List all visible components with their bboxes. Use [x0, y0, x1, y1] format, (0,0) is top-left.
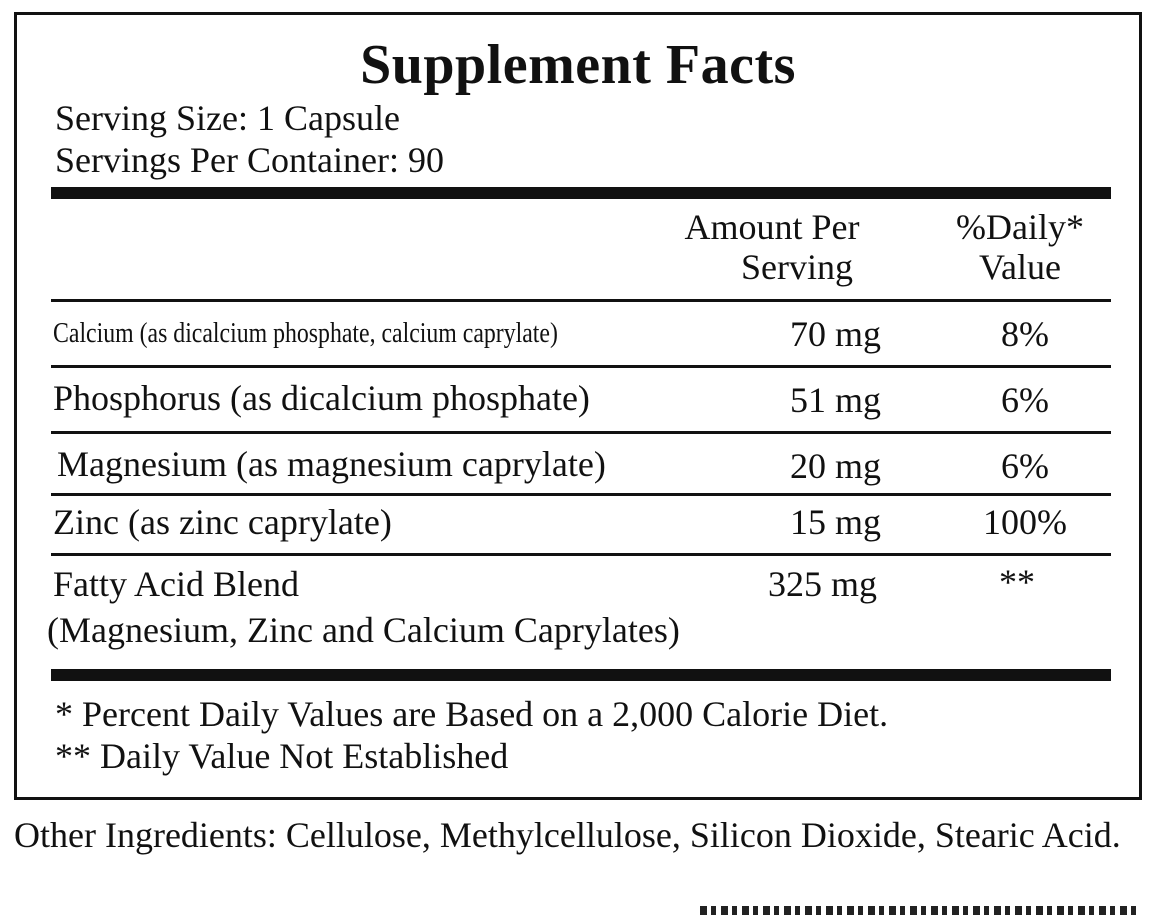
divider — [51, 553, 1111, 556]
panel-title: Supplement Facts — [360, 34, 796, 96]
cropped-text-fragment — [700, 906, 1140, 915]
nutrient-daily-value: 6% — [1001, 446, 1049, 486]
nutrient-amount: 325 mg — [767, 564, 877, 604]
thick-divider-top — [51, 187, 1111, 199]
header-amount-per-serving: Amount Per Serving — [657, 207, 887, 287]
nutrient-name: Fatty Acid Blend — [53, 564, 299, 604]
header-dv-line2: Value — [979, 247, 1061, 287]
divider — [51, 299, 1111, 302]
nutrient-amount: 70 mg — [789, 314, 881, 354]
thick-divider-bottom — [51, 669, 1111, 681]
header-dv-line1: %Daily* — [956, 207, 1084, 247]
header-amount-line1: Amount Per — [684, 207, 860, 247]
nutrient-name: Phosphorus (as dicalcium phosphate) — [53, 378, 590, 418]
divider — [51, 365, 1111, 368]
other-ingredients: Other Ingredients: Cellulose, Methylcell… — [14, 815, 1121, 855]
nutrient-name: Zinc (as zinc caprylate) — [53, 502, 392, 542]
header-daily-value: %Daily* Value — [935, 207, 1105, 287]
footnote-not-established: ** Daily Value Not Established — [55, 736, 509, 776]
nutrient-name: Magnesium (as magnesium caprylate) — [57, 444, 606, 484]
nutrient-name: Calcium (as dicalcium phosphate, calcium… — [53, 318, 558, 349]
supplement-facts-panel: Supplement Facts Serving Size: 1 Capsule… — [14, 12, 1142, 800]
nutrient-daily-value: 8% — [1001, 314, 1049, 354]
nutrient-daily-value: ** — [999, 562, 1035, 602]
header-amount-line2: Serving — [741, 247, 853, 287]
serving-info: Serving Size: 1 Capsule Servings Per Con… — [55, 97, 444, 181]
divider — [51, 431, 1111, 434]
divider — [51, 493, 1111, 496]
nutrient-amount: 51 mg — [789, 380, 881, 420]
nutrient-name-detail: (Magnesium, Zinc and Calcium Caprylates) — [47, 610, 680, 650]
nutrient-amount: 15 mg — [789, 502, 881, 542]
nutrient-daily-value: 100% — [983, 502, 1067, 542]
servings-per-container: Servings Per Container: 90 — [55, 140, 444, 180]
nutrient-daily-value: 6% — [1001, 380, 1049, 420]
serving-size: Serving Size: 1 Capsule — [55, 98, 400, 138]
nutrient-amount: 20 mg — [789, 446, 881, 486]
footnote-daily-values: * Percent Daily Values are Based on a 2,… — [55, 694, 889, 734]
